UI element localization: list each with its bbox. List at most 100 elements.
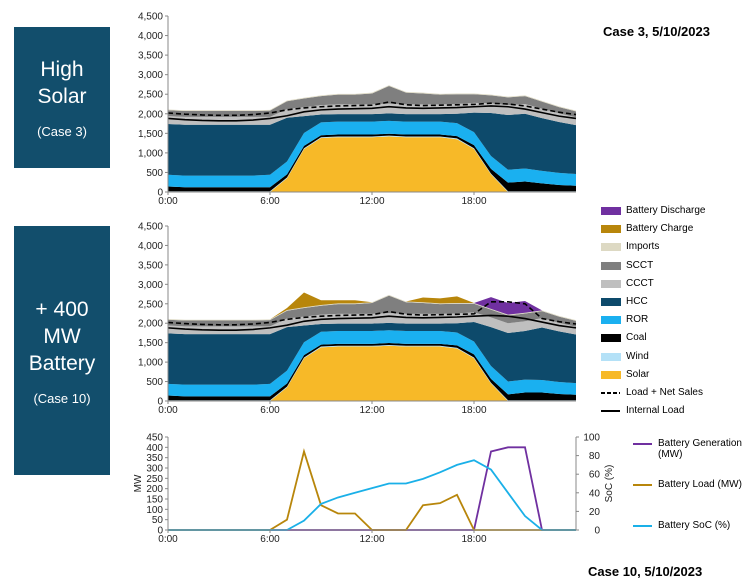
- y-tick-label: 250: [146, 474, 163, 485]
- y-axis-label: MW: [133, 474, 144, 492]
- y-tick-label: 100: [146, 505, 163, 516]
- y-tick-label: 0: [157, 188, 163, 199]
- caption: Case 3, 5/10/2023: [603, 24, 710, 39]
- legend-swatch: [601, 243, 621, 252]
- legend-label: CCCT: [626, 277, 654, 289]
- load-line: [167, 101, 577, 117]
- panel-subtitle: (Case 10): [33, 390, 91, 406]
- load-line: [167, 314, 577, 332]
- y-tick-label: 2,000: [138, 319, 163, 330]
- area-layer: [168, 102, 576, 126]
- swatch: [601, 243, 621, 252]
- legend-item: Battery Discharge: [600, 205, 705, 217]
- x-tick-label: 18:00: [461, 534, 486, 545]
- y-tick-label: 4,500: [138, 12, 163, 23]
- legend-label: Solar: [626, 368, 650, 380]
- legend-swatch: [601, 225, 621, 234]
- legend-label: SCCT: [626, 259, 654, 271]
- panel-title: High Solar: [37, 58, 87, 108]
- area-layer: [168, 295, 576, 327]
- y-tick-label: 4,500: [138, 222, 163, 233]
- area-layer: [168, 330, 576, 397]
- y-tick-label: 0: [157, 397, 163, 408]
- legend-swatch: [601, 279, 621, 288]
- y-tick-label: 4,000: [138, 241, 163, 252]
- x-tick-label: 12:00: [359, 405, 384, 416]
- y2-tick-label: 60: [589, 470, 601, 481]
- y-tick-label: 500: [146, 168, 163, 179]
- x-tick-label: 0:00: [158, 405, 178, 416]
- y-tick-label: 50: [152, 515, 164, 526]
- y-tick-label: 200: [146, 484, 163, 495]
- legend-swatch: [601, 316, 621, 325]
- x-tick-label: 0:00: [158, 196, 178, 207]
- legend-label: HCC: [626, 296, 648, 307]
- y-tick-label: 3,500: [138, 51, 163, 62]
- legend-swatch: [601, 352, 621, 361]
- series-line: [168, 448, 576, 531]
- legend-item: Coal: [600, 332, 647, 344]
- swatch: [601, 261, 621, 270]
- x-tick-label: 18:00: [461, 196, 486, 207]
- legend-label: Battery Load (MW): [658, 479, 742, 490]
- legend-label: Internal Load: [626, 405, 685, 417]
- y-tick-label: 0: [157, 526, 163, 537]
- x-tick-label: 18:00: [461, 405, 486, 416]
- y2-tick-label: 0: [594, 526, 600, 537]
- legend-item: Wind: [600, 351, 649, 363]
- y-tick-label: 1,500: [138, 338, 163, 349]
- y2-axis-label: SoC (%): [604, 465, 615, 503]
- panel-subtitle: (Case 3): [37, 124, 87, 139]
- legend-swatch: [601, 370, 621, 379]
- legend-label: Coal: [626, 332, 647, 344]
- x-tick-label: 0:00: [158, 534, 178, 545]
- panel-title: + 400 MW Battery: [28, 297, 96, 375]
- area-layer: [168, 312, 576, 335]
- y-tick-label: 2,500: [138, 90, 163, 101]
- area-layer: [168, 133, 576, 192]
- legend-item: ROR: [600, 314, 648, 326]
- swatch: [601, 225, 621, 234]
- y2-tick-label: 20: [589, 507, 601, 518]
- legend-item: CCCT: [600, 278, 654, 290]
- legend-swatch: [601, 298, 621, 306]
- plot: [167, 85, 577, 192]
- series-line: [168, 459, 576, 531]
- load-line: [167, 105, 577, 122]
- x-tick-label: 6:00: [260, 196, 280, 207]
- swatch: [601, 334, 621, 343]
- swatch: [601, 352, 621, 361]
- legend-label: Battery Charge: [626, 223, 694, 235]
- legend-swatch: [601, 392, 620, 394]
- area-layer: [168, 343, 576, 401]
- legend-swatch: [633, 443, 652, 445]
- legend-item: Battery Charge: [600, 223, 693, 235]
- case-panel: + 400 MW Battery (Case 10): [14, 226, 110, 475]
- area-layer: [168, 120, 576, 188]
- legend-swatch: [633, 525, 652, 527]
- plot: [168, 446, 576, 531]
- area-layer: [168, 292, 576, 321]
- y-tick-label: 2,500: [138, 299, 163, 310]
- legend-label: Battery SoC (%): [658, 520, 731, 531]
- legend-label: ROR: [626, 314, 649, 326]
- legend-swatch: [633, 484, 652, 486]
- y-tick-label: 400: [146, 443, 163, 454]
- legend-item: Load + Net Sales: [600, 387, 703, 399]
- swatch: [601, 316, 621, 325]
- legend-item: Internal Load: [600, 405, 684, 417]
- y-tick-label: 1,500: [138, 129, 163, 140]
- caption: Case 10, 5/10/2023: [588, 564, 703, 579]
- legend-label: Wind: [626, 350, 649, 362]
- legend-label: Load + Net Sales: [626, 387, 703, 398]
- y-tick-label: 450: [146, 433, 163, 444]
- x-tick-label: 6:00: [260, 534, 280, 545]
- legend-swatch: [601, 261, 621, 270]
- y-tick-label: 1,000: [138, 148, 163, 159]
- y-tick-label: 4,000: [138, 31, 163, 42]
- y-tick-label: 3,500: [138, 260, 163, 271]
- plot: [167, 292, 577, 401]
- y-tick-label: 150: [146, 495, 163, 506]
